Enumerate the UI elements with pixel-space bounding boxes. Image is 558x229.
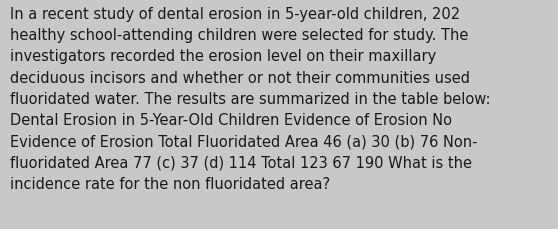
Text: In a recent study of dental erosion in 5-year-old children, 202
healthy school-a: In a recent study of dental erosion in 5… — [10, 7, 490, 191]
